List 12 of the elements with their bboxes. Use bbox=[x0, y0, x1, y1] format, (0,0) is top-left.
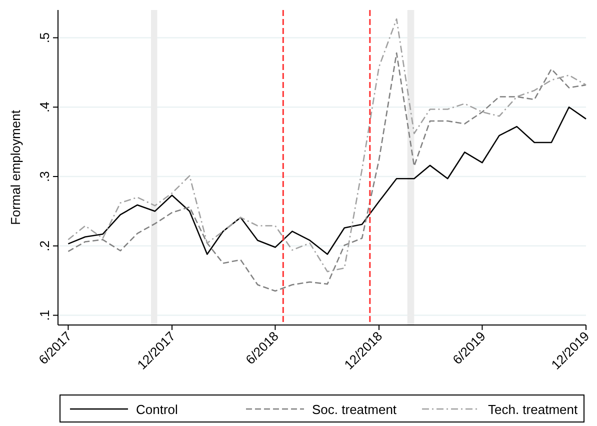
y-tick-label: .5 bbox=[37, 32, 52, 44]
legend-label: Tech. treatment bbox=[488, 402, 578, 417]
line-series bbox=[68, 106, 587, 255]
legend-label: Control bbox=[136, 402, 178, 417]
legend-label: Soc. treatment bbox=[312, 402, 397, 417]
y-tick-label: .2 bbox=[37, 240, 52, 252]
y-tick-label: .4 bbox=[37, 102, 52, 113]
line-series bbox=[68, 18, 587, 272]
y-tick-label: .3 bbox=[37, 171, 52, 182]
line-series bbox=[68, 52, 587, 292]
y-axis-title: Formal employment bbox=[8, 110, 23, 225]
y-tick-label: .1 bbox=[37, 310, 52, 321]
